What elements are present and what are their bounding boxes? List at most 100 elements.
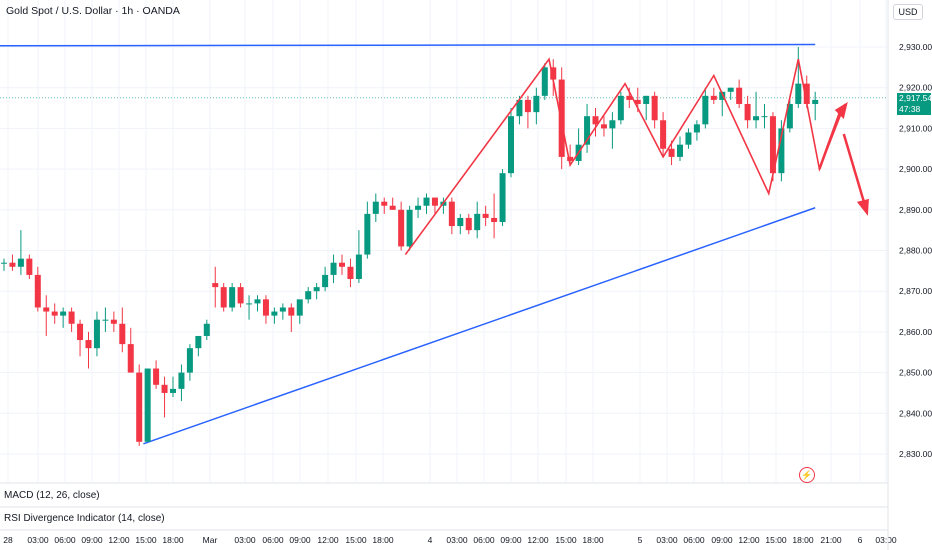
candle-body: [778, 128, 785, 174]
zigzag-pattern: [404, 57, 869, 256]
candle-body: [60, 311, 67, 316]
candle-body: [609, 120, 616, 129]
price-tick-label: 2,850.000: [899, 368, 932, 378]
candle-body: [508, 116, 514, 174]
candle-body: [423, 197, 430, 206]
candle-body: [381, 201, 388, 206]
candle-body: [592, 116, 599, 125]
candle-body: [330, 262, 337, 275]
candle-body: [643, 95, 650, 104]
projection-down-arrow: [842, 133, 866, 203]
time-tick-label: 12:00: [527, 535, 549, 545]
candle-body: [406, 209, 413, 247]
candle-body: [398, 209, 405, 247]
candle-body: [85, 340, 92, 349]
time-tick-label: 15:00: [135, 535, 157, 545]
support-line: [143, 207, 816, 445]
candle-body: [77, 323, 84, 341]
candle-body: [355, 254, 362, 279]
candle-body: [710, 95, 717, 100]
candle-body: [195, 335, 202, 349]
candle-body: [34, 274, 41, 308]
candle-body: [685, 132, 692, 145]
lightning-alert-icon[interactable]: ⚡: [799, 467, 815, 483]
time-tick-label: 18:00: [792, 535, 814, 545]
candle-body: [364, 213, 371, 255]
candle-body: [719, 91, 726, 100]
candle-body: [161, 384, 168, 393]
candle-body: [786, 103, 793, 129]
candle-body: [229, 287, 236, 308]
arrowhead-down: [856, 198, 869, 216]
candle-body: [178, 372, 185, 389]
symbol-title[interactable]: Gold Spot / U.S. Dollar · 1h · OANDA: [6, 5, 180, 17]
candle-body: [431, 197, 438, 206]
candle-body: [17, 258, 24, 267]
time-tick-label: 03:00: [234, 535, 256, 545]
time-tick-label: 09:00: [500, 535, 522, 545]
candle-body: [119, 323, 126, 345]
time-tick-label: 6: [858, 535, 863, 545]
rsi-indicator-label[interactable]: RSI Divergence Indicator (14, close): [4, 513, 165, 524]
candle-body: [702, 95, 709, 125]
candle-body: [558, 79, 565, 157]
candle-body: [499, 173, 506, 223]
candle-body: [144, 368, 151, 442]
time-tick-label: 09:00: [81, 535, 103, 545]
candle-body: [533, 95, 540, 113]
time-axis: 28 03:00 06:00 09:00 12:00 15:00 18:00 Mar 03:00…: [3, 535, 897, 545]
candle-body: [372, 201, 379, 214]
candle-body: [584, 116, 591, 145]
time-tick-label: 18:00: [372, 535, 394, 545]
time-tick-label: 09:00: [711, 535, 733, 545]
support-trendline: [143, 207, 816, 445]
time-tick-label: 4: [428, 535, 433, 545]
candle-body: [567, 156, 574, 161]
price-tick-label: 2,860.000: [899, 327, 932, 337]
time-tick-label: 03:00: [27, 535, 49, 545]
candle-body: [347, 266, 354, 279]
time-tick-label: 18:00: [582, 535, 604, 545]
candle-body: [524, 99, 531, 113]
candle-body: [803, 83, 810, 104]
price-tick-label: 2,890.000: [899, 205, 932, 215]
candle-body: [448, 201, 455, 227]
candle-body: [660, 120, 667, 149]
time-tick-label: 12:00: [108, 535, 130, 545]
time-tick-label: 21:00: [820, 535, 842, 545]
time-tick-label: 15:00: [765, 535, 787, 545]
resistance-trendline: [0, 43, 816, 47]
candle-body: [617, 95, 624, 121]
time-tick-label: 15:00: [555, 535, 577, 545]
candle-body: [795, 83, 802, 104]
candle-body: [262, 299, 269, 316]
candle-body: [761, 116, 768, 118]
candle-body: [389, 205, 396, 210]
time-tick-label: 09:00: [289, 535, 311, 545]
candle-body: [769, 116, 776, 174]
price-tick-label: 2,910.000: [899, 123, 932, 133]
candle-body: [212, 283, 219, 288]
last-price-badge: 2,917.540 47:38: [897, 93, 932, 115]
price-tick-label: 2,870.000: [899, 286, 932, 296]
candle-body: [634, 99, 641, 104]
currency-button[interactable]: USD: [893, 4, 923, 20]
candle-body: [744, 103, 751, 121]
candle-body: [491, 217, 498, 223]
arrowhead-up: [834, 101, 848, 119]
candle-body: [254, 299, 261, 304]
resistance-line: [0, 43, 816, 47]
candle-body: [220, 287, 227, 308]
candle-body: [322, 274, 329, 288]
price-tick-label: 2,920.000: [899, 83, 932, 93]
macd-indicator-label[interactable]: MACD (12, 26, close): [4, 490, 100, 501]
candle-body: [626, 95, 633, 100]
time-tick-label: 15:00: [345, 535, 367, 545]
candle-body: [279, 307, 286, 312]
candle-body: [203, 323, 210, 336]
candle-body: [136, 372, 143, 442]
candle-body: [339, 262, 345, 267]
candle-body: [474, 213, 481, 231]
time-tick-label: 12:00: [738, 535, 760, 545]
